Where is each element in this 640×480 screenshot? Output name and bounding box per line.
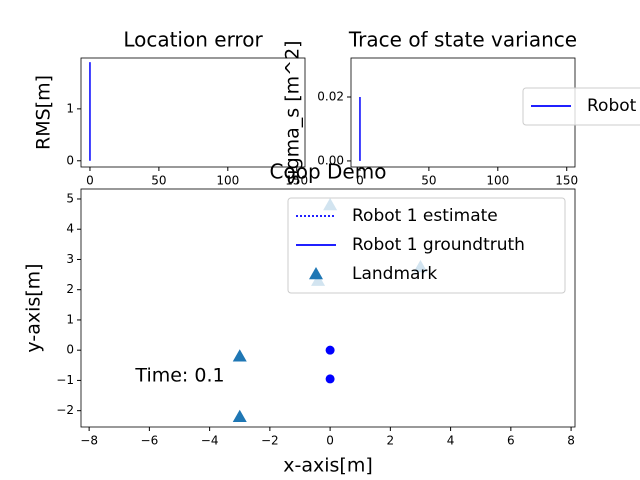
x-tick-label: −8 [80, 434, 98, 448]
x-tick-label: −4 [201, 434, 219, 448]
axes-background [81, 58, 305, 167]
chart-title: Location error [123, 28, 263, 52]
y-tick-label: 0.02 [317, 89, 344, 103]
y-axis-label: sigma_s [m^2] [282, 40, 304, 184]
legend-label: Robot 1 estimate [352, 206, 498, 226]
x-tick-label: 100 [216, 174, 239, 188]
x-tick-label: 0 [356, 174, 364, 188]
x-tick-label: 0 [86, 174, 94, 188]
y-tick-label: −2 [56, 403, 74, 417]
x-tick-label: 6 [507, 434, 515, 448]
y-tick-label: 4 [66, 222, 74, 236]
y-tick-label: 0 [66, 343, 74, 357]
y-tick-label: 0 [66, 153, 74, 167]
chart-title: Trace of state variance [348, 28, 577, 52]
y-tick-label: −1 [56, 373, 74, 387]
axes-frame [80, 57, 306, 168]
y-tick-label: 3 [66, 252, 74, 266]
x-tick-label: 150 [555, 174, 578, 188]
legend-label: Robot 1 groundtruth [352, 235, 525, 255]
robot-marker [325, 345, 335, 355]
x-tick-label: 4 [447, 434, 455, 448]
x-tick-label: −6 [141, 434, 159, 448]
x-tick-label: 100 [486, 174, 509, 188]
robot-marker [325, 374, 335, 384]
landmark-marker [232, 409, 247, 422]
x-tick-label: 150 [285, 174, 308, 188]
y-tick-label: 1 [66, 101, 74, 115]
x-tick-label: 0 [326, 434, 334, 448]
y-axis-label: RMS[m] [33, 75, 55, 150]
x-tick-label: −2 [261, 434, 279, 448]
x-tick-label: 50 [151, 174, 166, 188]
y-tick-label: 1 [66, 312, 74, 326]
x-axis-label: x-axis[m] [283, 455, 373, 477]
landmark-marker [232, 349, 247, 362]
y-axis-label: y-axis[m] [23, 263, 45, 352]
x-tick-label: 50 [421, 174, 436, 188]
legend-label: Landmark [352, 264, 437, 284]
y-tick-label: 2 [66, 282, 74, 296]
annotation: Time: 0.1 [134, 365, 224, 387]
y-tick-label: 5 [66, 191, 74, 205]
chart-title: Coop Demo [270, 160, 387, 184]
legend-box [287, 197, 566, 294]
axes-frame [80, 188, 576, 428]
x-tick-label: 2 [387, 434, 395, 448]
legend-label: Robot 1 [587, 96, 640, 116]
y-tick-label: 0.00 [317, 153, 344, 167]
x-tick-label: 8 [567, 434, 575, 448]
legend-box [522, 87, 640, 126]
legend-marker [309, 267, 323, 280]
